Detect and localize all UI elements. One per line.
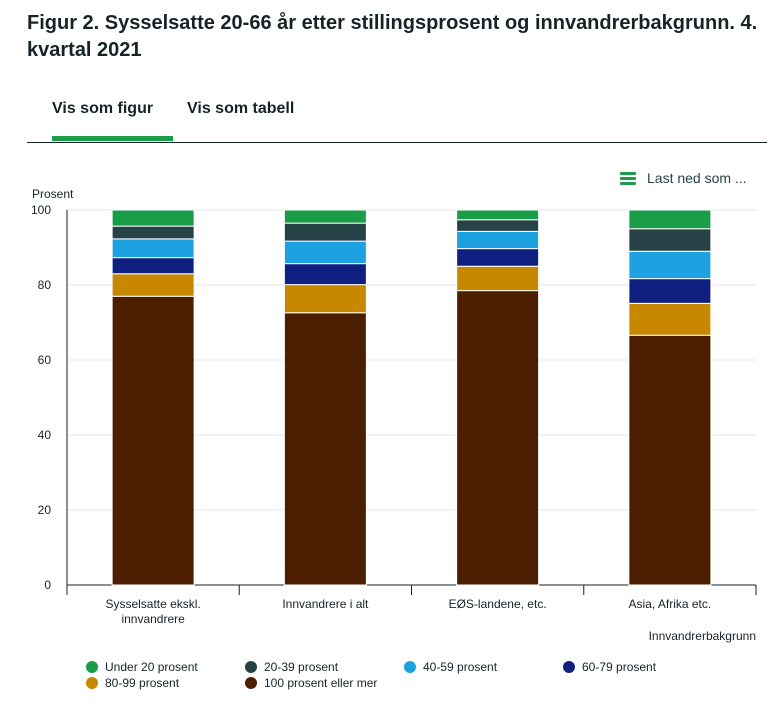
x-tick-label: Innvandrere i alt <box>282 597 369 611</box>
active-tab-indicator <box>52 136 173 141</box>
x-tick-label: Asia, Afrika etc. <box>629 597 712 611</box>
legend-item[interactable]: 100 prosent eller mer <box>245 676 377 690</box>
bar-segment <box>456 290 540 586</box>
download-menu-button[interactable]: Last ned som ... <box>620 170 747 186</box>
bar-segment <box>283 312 367 586</box>
y-tick-label: 60 <box>38 353 52 367</box>
bar-segment <box>456 209 540 221</box>
x-tick-label: Sysselsatte ekskl. <box>105 597 200 611</box>
y-axis-label: Prosent <box>32 187 74 201</box>
bar-segment <box>283 284 367 314</box>
stacked-bar-chart: 0 20 40 60 80 100 Prosent Sysselsatte ekskl.inn… <box>31 187 757 643</box>
legend-item[interactable]: 20-39 prosent <box>245 660 338 674</box>
bar-segment <box>283 263 367 286</box>
x-axis-label: Innvandrerbakgrunn <box>649 629 756 643</box>
download-label: Last ned som ... <box>647 170 747 186</box>
tab-show-figure[interactable]: Vis som figur <box>52 100 154 117</box>
legend-swatch <box>245 661 257 673</box>
tab-show-table[interactable]: Vis som tabell <box>187 100 295 117</box>
bar-segment <box>628 278 712 304</box>
y-tick-label: 100 <box>31 203 51 217</box>
bar-segment <box>283 209 367 224</box>
legend-item[interactable]: 40-59 prosent <box>404 660 497 674</box>
bar-segment <box>628 228 712 252</box>
bar-segment <box>628 334 712 586</box>
x-tick-label: EØS-landene, etc. <box>449 597 547 611</box>
figure-title: Figur 2. Sysselsatte 20-66 år etter stil… <box>27 12 758 61</box>
bar-segment <box>111 273 195 297</box>
bar-segment <box>111 209 195 227</box>
legend-label: 40-59 prosent <box>423 660 498 674</box>
bar-segment <box>456 248 540 267</box>
bar-segment <box>456 219 540 232</box>
bar-segment <box>111 238 195 259</box>
legend-swatch <box>86 677 98 689</box>
legend-item[interactable]: 80-99 prosent <box>86 676 179 690</box>
bar-segment <box>628 250 712 280</box>
x-tick-label: innvandrere <box>121 612 185 626</box>
bar-segment <box>456 265 540 292</box>
y-tick-label: 40 <box>38 428 52 442</box>
bar-segment <box>283 222 367 242</box>
legend-swatch <box>86 661 98 673</box>
legend-label: 60-79 prosent <box>582 660 657 674</box>
legend-label: 80-99 prosent <box>105 676 180 690</box>
legend-item[interactable]: 60-79 prosent <box>563 660 656 674</box>
legend-label: 20-39 prosent <box>264 660 339 674</box>
bar-segment <box>111 225 195 240</box>
menu-icon <box>620 171 636 185</box>
legend-swatch <box>404 661 416 673</box>
bar-segment <box>111 257 195 275</box>
y-tick-label: 20 <box>38 503 52 517</box>
legend-item[interactable]: Under 20 prosent <box>86 660 198 674</box>
bar-segment <box>628 209 712 230</box>
legend-swatch <box>563 661 575 673</box>
legend-label: Under 20 prosent <box>105 660 198 674</box>
y-tick-label: 80 <box>38 278 52 292</box>
bar-segment <box>111 295 195 586</box>
legend-label: 100 prosent eller mer <box>264 676 378 690</box>
view-tabs: Vis som figur Vis som tabell <box>27 88 767 143</box>
chart-legend: Under 20 prosent 20-39 prosent 40-59 prose… <box>86 660 766 700</box>
bar-segment <box>456 230 540 250</box>
legend-swatch <box>245 677 257 689</box>
y-tick-label: 0 <box>44 578 51 592</box>
bar-segment <box>628 302 712 336</box>
bar-segment <box>283 240 367 265</box>
